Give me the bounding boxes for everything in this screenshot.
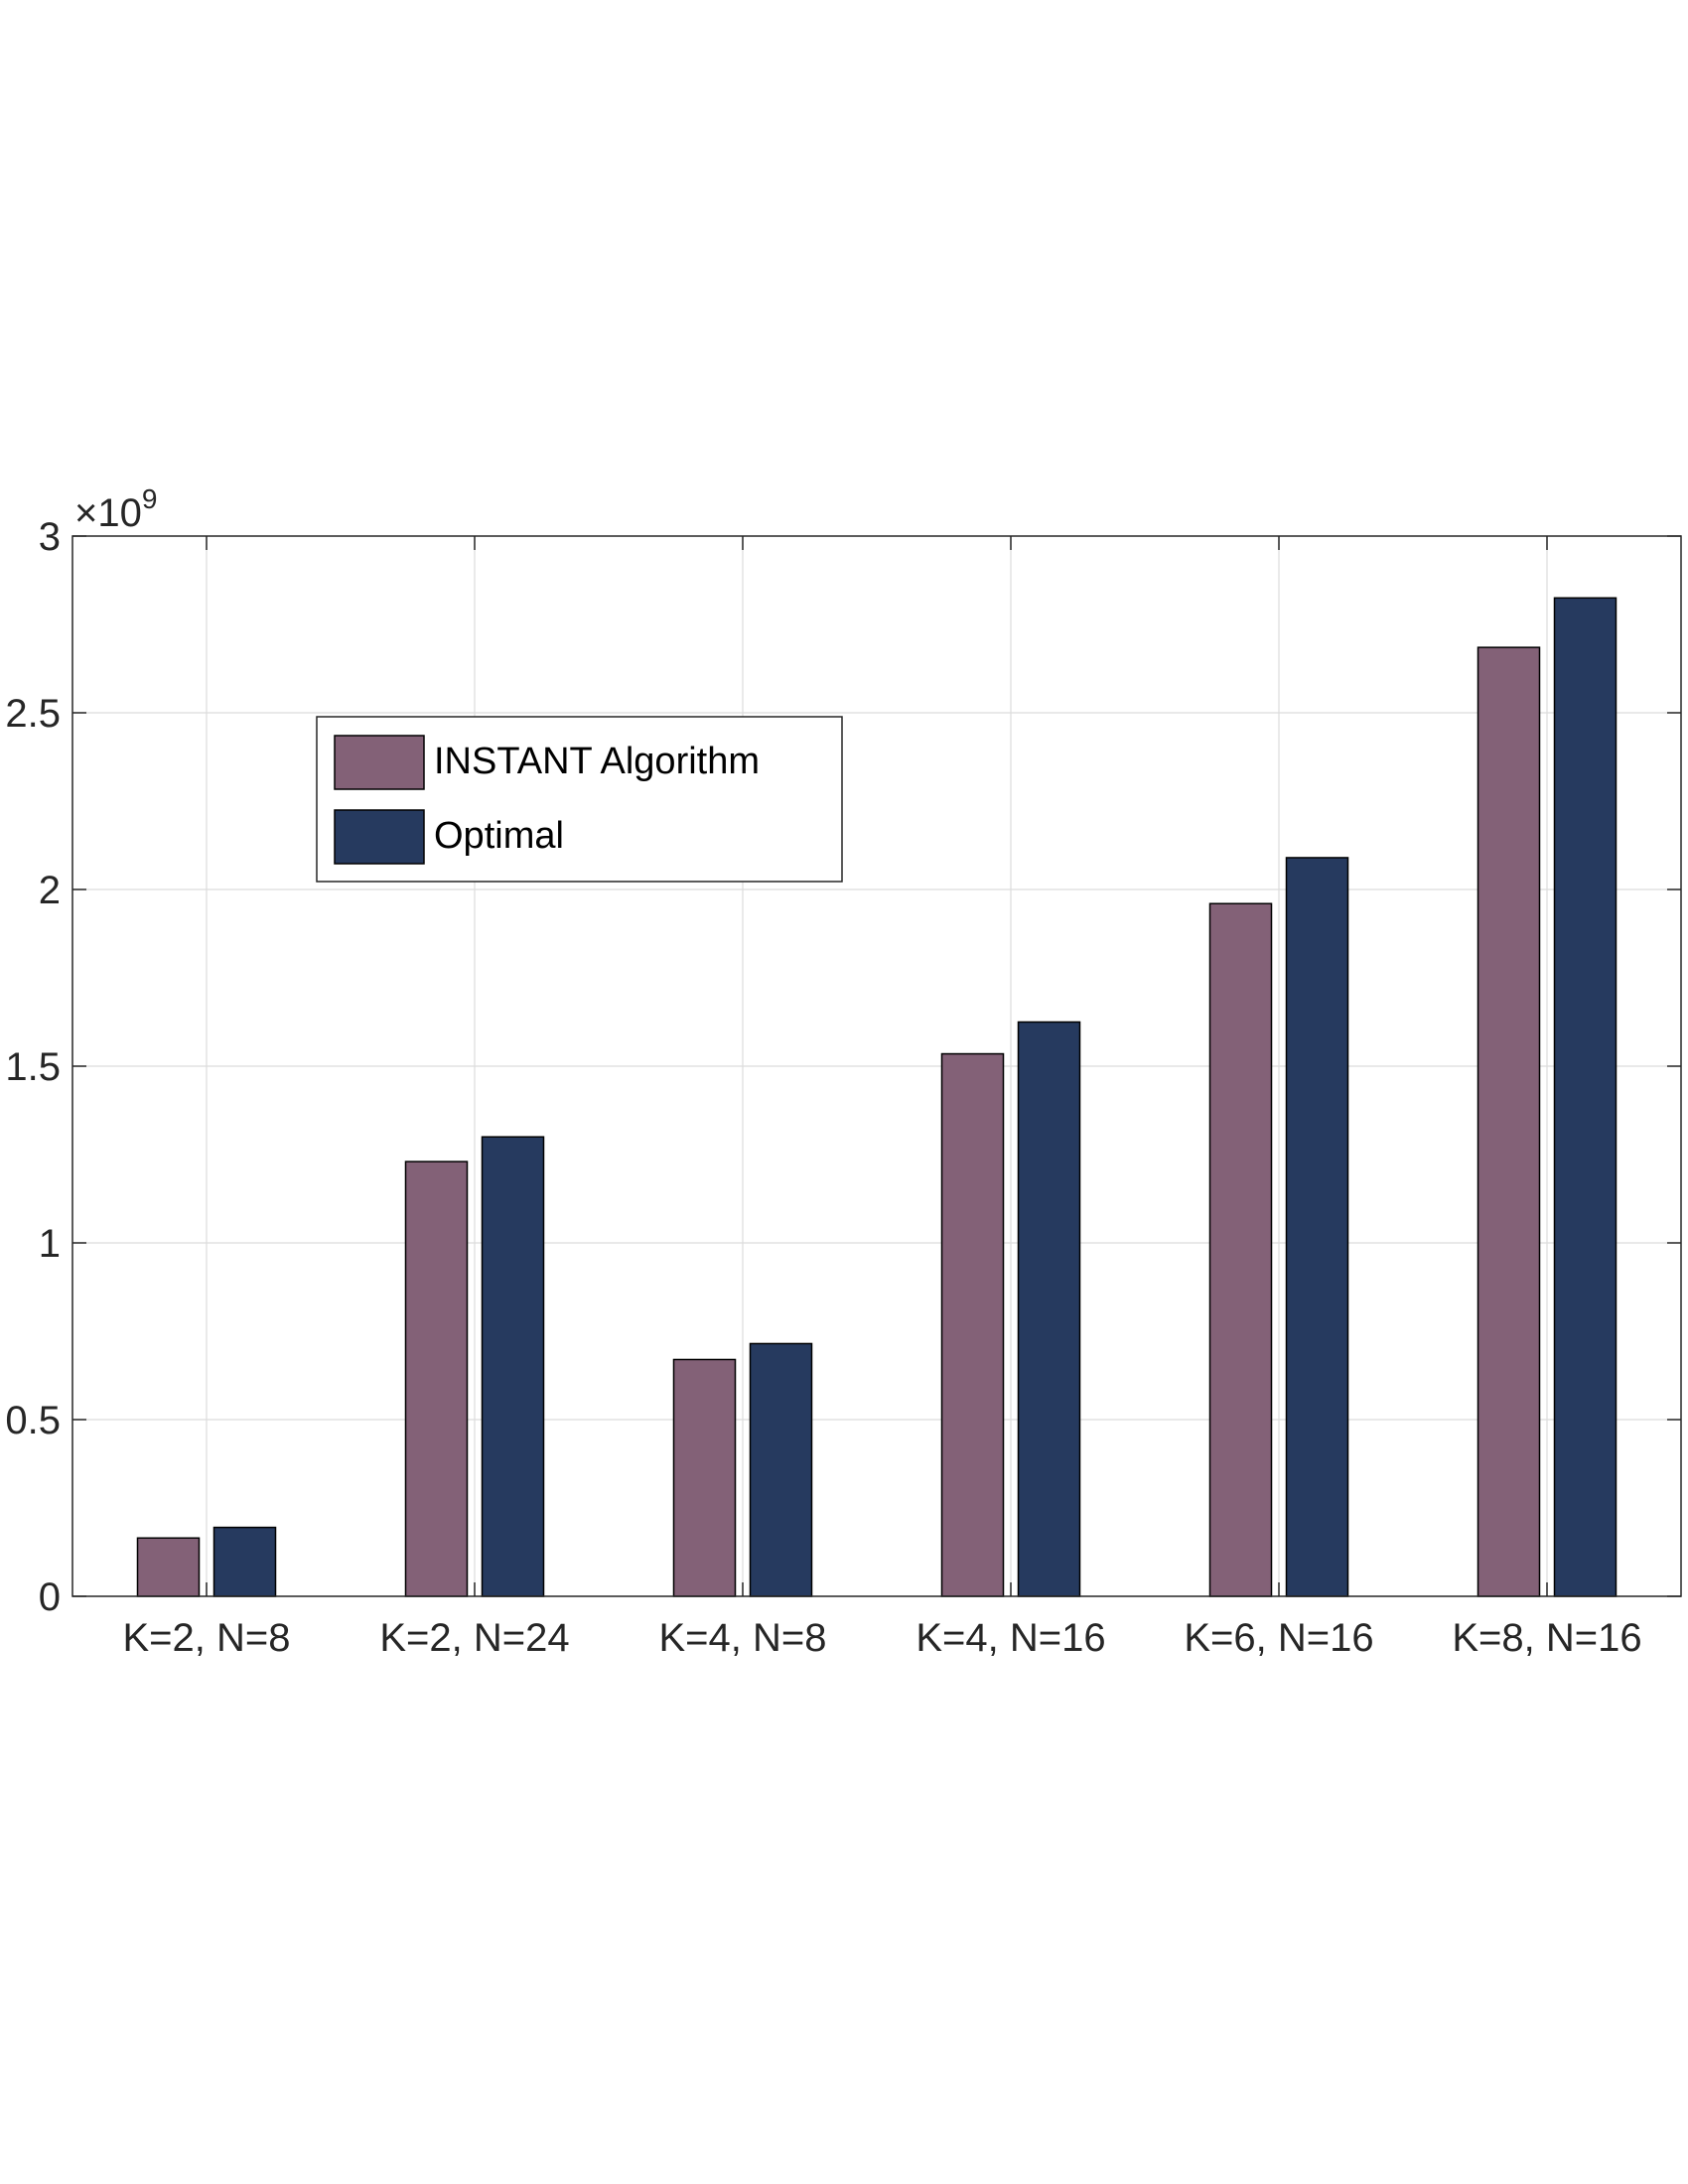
bar-optimal [1285,857,1349,1597]
bar-optimal [212,1526,277,1597]
bar-instant-algorithm [1477,646,1541,1597]
bar-optimal [481,1136,545,1597]
bar-optimal [1017,1021,1081,1597]
legend-label-optimal: Optimal [434,815,564,857]
xtick-label: K=2, N=8 [122,1616,290,1660]
xtick-label: K=4, N=8 [658,1616,826,1660]
ytick-label: 2 [39,869,61,912]
ytick-label: 0.5 [5,1399,61,1442]
bars [136,597,1618,1597]
xtick-label: K=4, N=16 [915,1616,1105,1660]
ytick-label: 1 [39,1222,61,1266]
bar-optimal [749,1342,813,1597]
legend-label-instant: INSTANT Algorithm [434,741,760,782]
xtick-label: K=8, N=16 [1452,1616,1641,1660]
y-multiplier: ×109 [74,483,157,535]
ytick-label: 0 [39,1575,61,1619]
bar-instant-algorithm [404,1160,469,1597]
legend: INSTANT Algorithm Optimal [316,716,843,883]
ticks [72,535,1681,1597]
ytick-label: 1.5 [5,1045,61,1089]
bar-instant-algorithm [940,1052,1005,1597]
bar-instant-algorithm [672,1358,737,1597]
bar-optimal [1553,597,1618,1597]
legend-swatch-instant [334,735,425,790]
ytick-label: 2.5 [5,692,61,736]
ytick-label: 3 [39,515,61,559]
legend-swatch-optimal [334,809,425,865]
xtick-label: K=6, N=16 [1184,1616,1373,1660]
bar-instant-algorithm [136,1537,201,1597]
xtick-label: K=2, N=24 [379,1616,569,1660]
y-multiplier-exponent: 9 [142,483,158,514]
y-multiplier-base: ×10 [74,491,142,535]
tick-labels: 0 0.5 1 1.5 2 2.5 3 K=2, N=8 K=2, N=24 K=4, N=8 K=… [5,515,1641,1660]
grid [72,536,1681,1596]
bar-instant-algorithm [1208,902,1273,1597]
